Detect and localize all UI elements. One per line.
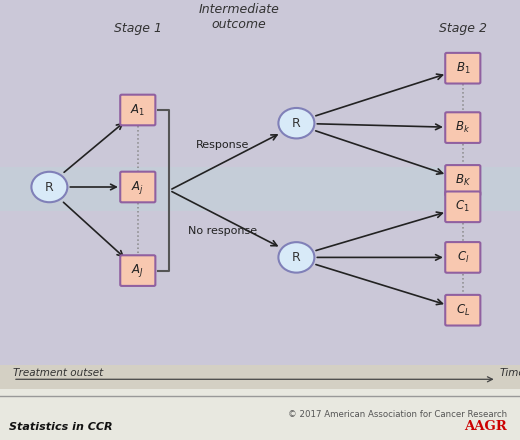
Text: $B_k$: $B_k$ [455, 120, 471, 135]
FancyBboxPatch shape [445, 242, 480, 273]
Text: Treatment outset: Treatment outset [13, 367, 103, 378]
Bar [0, 365, 520, 389]
FancyBboxPatch shape [445, 191, 480, 222]
Circle shape [278, 108, 315, 139]
Text: Statistics in CCR: Statistics in CCR [9, 422, 113, 432]
Text: $C_L$: $C_L$ [456, 303, 470, 318]
Text: $A_1$: $A_1$ [130, 103, 146, 117]
Text: $C_1$: $C_1$ [456, 199, 470, 214]
Text: Response: Response [196, 140, 249, 150]
Text: $B_K$: $B_K$ [455, 173, 471, 188]
Text: R: R [45, 180, 54, 194]
Text: Stage 2: Stage 2 [439, 22, 487, 35]
FancyBboxPatch shape [445, 295, 480, 326]
FancyBboxPatch shape [445, 165, 480, 196]
Text: R: R [292, 117, 301, 130]
Text: Stage 1: Stage 1 [114, 22, 162, 35]
Text: $B_1$: $B_1$ [456, 61, 470, 76]
Text: $A_J$: $A_J$ [132, 262, 144, 279]
Bar [0, 167, 520, 211]
Circle shape [31, 172, 68, 202]
Text: $C_l$: $C_l$ [457, 250, 469, 265]
Text: No response: No response [188, 226, 257, 236]
FancyBboxPatch shape [445, 53, 480, 84]
Text: $A_j$: $A_j$ [132, 179, 144, 195]
Bar [0, 389, 520, 440]
FancyBboxPatch shape [120, 95, 155, 125]
Text: Intermediate
outcome: Intermediate outcome [199, 3, 280, 31]
FancyBboxPatch shape [120, 255, 155, 286]
FancyBboxPatch shape [120, 172, 155, 202]
Text: © 2017 American Association for Cancer Research: © 2017 American Association for Cancer R… [288, 410, 507, 419]
Text: Time: Time [499, 367, 520, 378]
Text: AAGR: AAGR [464, 420, 507, 433]
Circle shape [278, 242, 315, 273]
FancyBboxPatch shape [445, 112, 480, 143]
Text: R: R [292, 251, 301, 264]
